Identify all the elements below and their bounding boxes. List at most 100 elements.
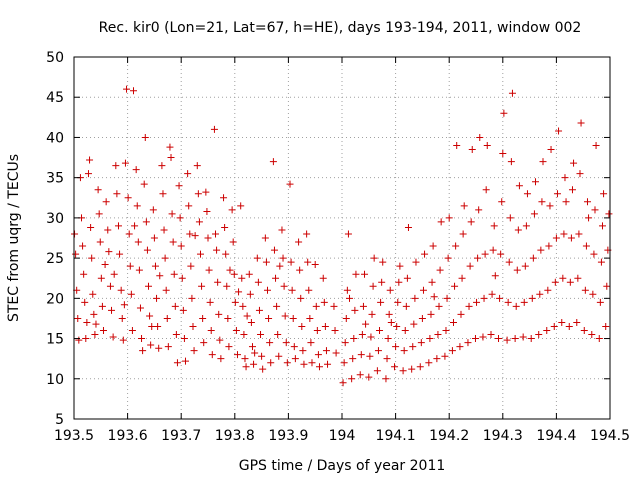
data-point xyxy=(314,351,322,359)
data-point xyxy=(169,238,177,246)
data-point xyxy=(237,202,245,210)
data-point xyxy=(476,133,484,141)
data-point xyxy=(391,363,399,371)
data-point xyxy=(349,355,357,363)
data-point xyxy=(160,226,168,234)
data-point xyxy=(89,290,97,298)
data-point xyxy=(433,355,441,363)
x-tick-label: 194.2 xyxy=(429,428,469,444)
data-point xyxy=(382,375,390,383)
data-point xyxy=(101,261,109,269)
data-point xyxy=(595,335,603,343)
data-point xyxy=(394,298,402,306)
data-point xyxy=(220,194,228,202)
data-point xyxy=(265,314,273,322)
data-point xyxy=(585,214,593,222)
data-point xyxy=(206,298,214,306)
data-point xyxy=(74,314,82,322)
data-point xyxy=(270,246,278,254)
data-point xyxy=(331,327,339,335)
data-point xyxy=(511,335,519,343)
data-point xyxy=(113,190,121,198)
data-point xyxy=(471,335,479,343)
data-point xyxy=(99,327,107,335)
data-point xyxy=(207,327,215,335)
data-point xyxy=(497,250,505,258)
data-point xyxy=(344,230,352,238)
data-point xyxy=(373,367,381,375)
data-point xyxy=(487,331,495,339)
data-point xyxy=(481,250,489,258)
data-point xyxy=(266,339,274,347)
data-point xyxy=(195,218,203,226)
data-point xyxy=(176,214,184,222)
data-point xyxy=(222,250,230,258)
y-tick-label: 25 xyxy=(46,251,64,267)
y-tick-label: 20 xyxy=(46,291,64,307)
data-point xyxy=(515,182,523,190)
data-point xyxy=(280,282,288,290)
data-point xyxy=(127,290,135,298)
data-point xyxy=(72,250,80,258)
data-point xyxy=(151,262,159,270)
data-point xyxy=(567,234,575,242)
data-point xyxy=(313,327,321,335)
data-point xyxy=(379,258,387,266)
data-point xyxy=(120,301,128,309)
data-point xyxy=(121,159,129,167)
data-point xyxy=(232,327,240,335)
data-point xyxy=(191,232,199,240)
data-point xyxy=(196,250,204,258)
data-point xyxy=(596,298,604,306)
data-point xyxy=(505,258,513,266)
data-point xyxy=(126,262,134,270)
data-point xyxy=(262,258,270,266)
data-point xyxy=(575,230,583,238)
data-point xyxy=(558,318,566,326)
data-point xyxy=(412,258,420,266)
data-point xyxy=(495,335,503,343)
data-point xyxy=(393,322,401,330)
data-point xyxy=(255,306,263,314)
data-point xyxy=(330,302,338,310)
data-point xyxy=(453,141,461,149)
data-point xyxy=(123,85,131,93)
data-point xyxy=(320,298,328,306)
data-point xyxy=(97,274,105,282)
x-tick-label: 193.6 xyxy=(108,428,148,444)
data-point xyxy=(92,320,100,328)
data-point xyxy=(340,359,348,367)
data-point xyxy=(427,310,435,318)
data-point xyxy=(332,349,340,357)
data-point xyxy=(559,274,567,282)
data-point xyxy=(308,359,316,367)
data-point xyxy=(105,248,113,256)
x-tick-label: 193.7 xyxy=(161,428,201,444)
data-point xyxy=(352,270,360,278)
data-point xyxy=(562,198,570,206)
data-point xyxy=(419,286,427,294)
data-point xyxy=(243,312,251,320)
data-point xyxy=(295,238,303,246)
data-point xyxy=(458,274,466,282)
data-point xyxy=(82,335,90,343)
data-point xyxy=(341,339,349,347)
data-point xyxy=(198,282,206,290)
y-tick-labels: 5 10 15 20 25 30 35 40 45 50 xyxy=(46,50,64,428)
x-tick-label: 194.5 xyxy=(590,428,630,444)
data-point xyxy=(306,314,314,322)
data-point xyxy=(392,343,400,351)
data-point xyxy=(383,355,391,363)
data-point xyxy=(441,352,449,360)
data-point xyxy=(108,306,116,314)
data-point xyxy=(276,262,284,270)
data-point xyxy=(263,286,271,294)
data-point xyxy=(385,310,393,318)
data-point xyxy=(356,371,364,379)
data-point xyxy=(242,363,250,371)
data-point xyxy=(590,250,598,258)
data-point xyxy=(503,336,511,344)
data-point xyxy=(457,310,465,318)
data-point xyxy=(348,375,356,383)
data-point xyxy=(527,335,535,343)
